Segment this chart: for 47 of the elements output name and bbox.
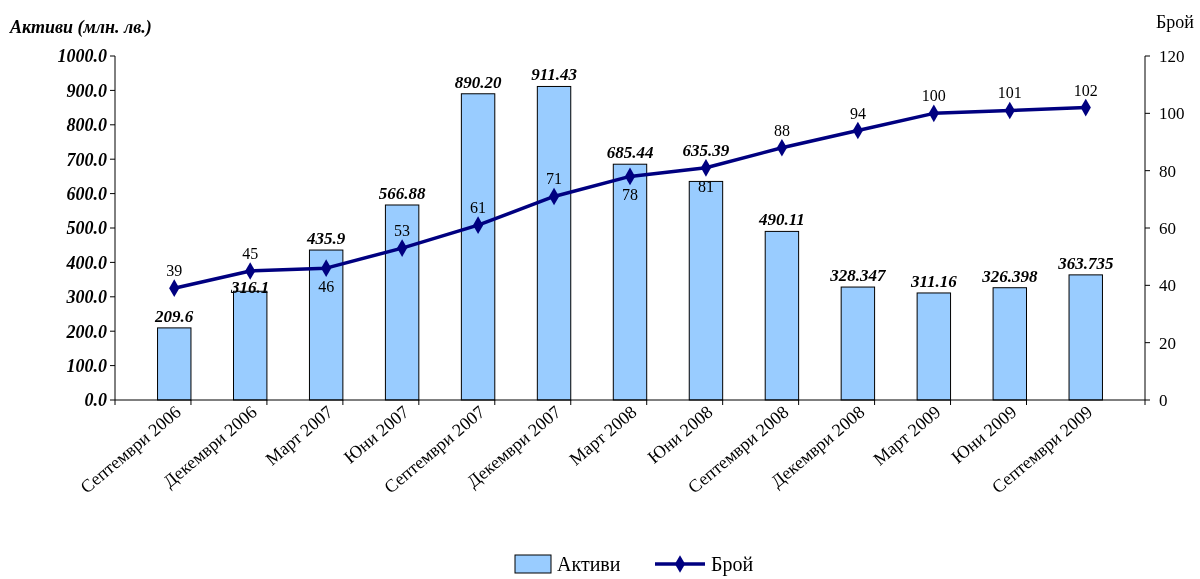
data-label: 45	[242, 245, 259, 262]
data-label: 81	[697, 177, 714, 195]
y-tick-label: 300.0	[65, 287, 107, 308]
data-label: 911.43	[531, 65, 578, 85]
y2-tick-label: 20	[1159, 333, 1176, 353]
y-tick-label: 400.0	[65, 252, 107, 273]
y-tick-label: 500.0	[66, 218, 107, 239]
legend-label: Активи	[557, 553, 621, 575]
y2-tick-label: 0	[1159, 390, 1168, 410]
data-label: 890.20	[454, 72, 502, 92]
data-label: 100	[921, 87, 946, 105]
y2-tick-label: 120	[1159, 46, 1185, 66]
y-tick-label: 800.0	[66, 115, 107, 136]
y2-axis-title: Брой	[1156, 12, 1195, 32]
data-label: 101	[997, 84, 1022, 102]
data-label: 78	[622, 186, 638, 204]
y-tick-label: 200.0	[65, 321, 107, 342]
data-label: 102	[1073, 81, 1098, 99]
data-label: 566.88	[378, 183, 426, 203]
data-label: 39	[166, 262, 183, 280]
data-label: 71	[546, 170, 563, 188]
legend-label: Брой	[711, 553, 754, 576]
data-label: 209.6	[154, 306, 194, 326]
y2-tick-label: 80	[1159, 161, 1176, 181]
data-label: 88	[773, 121, 790, 139]
data-label: 490.11	[758, 210, 805, 230]
y-tick-label: 900.0	[66, 80, 107, 101]
y-tick-label: 1000.0	[57, 46, 107, 67]
data-label: 685.44	[606, 143, 654, 163]
y-tick-label: 100.0	[66, 355, 107, 376]
data-label: 94	[849, 104, 866, 122]
data-label: 435.9	[306, 229, 346, 249]
y2-tick-label: 100	[1159, 104, 1185, 124]
data-label: 635.39	[682, 140, 730, 160]
y2-tick-label: 40	[1159, 276, 1176, 296]
data-label: 46	[318, 278, 335, 296]
data-label: 363.735	[1057, 253, 1114, 273]
data-label: 311.16	[909, 271, 958, 291]
y2-tick-label: 60	[1159, 218, 1176, 238]
data-label: 61	[470, 199, 487, 217]
y-tick-label: 0.0	[84, 390, 107, 411]
data-label: 328.347	[829, 266, 887, 286]
data-label: 53	[394, 222, 411, 240]
y-tick-label: 600.0	[66, 183, 107, 204]
y-axis-title: Активи (млн. лв.)	[9, 17, 152, 38]
y-tick-label: 700.0	[66, 149, 107, 170]
data-label: 326.398	[981, 266, 1038, 286]
